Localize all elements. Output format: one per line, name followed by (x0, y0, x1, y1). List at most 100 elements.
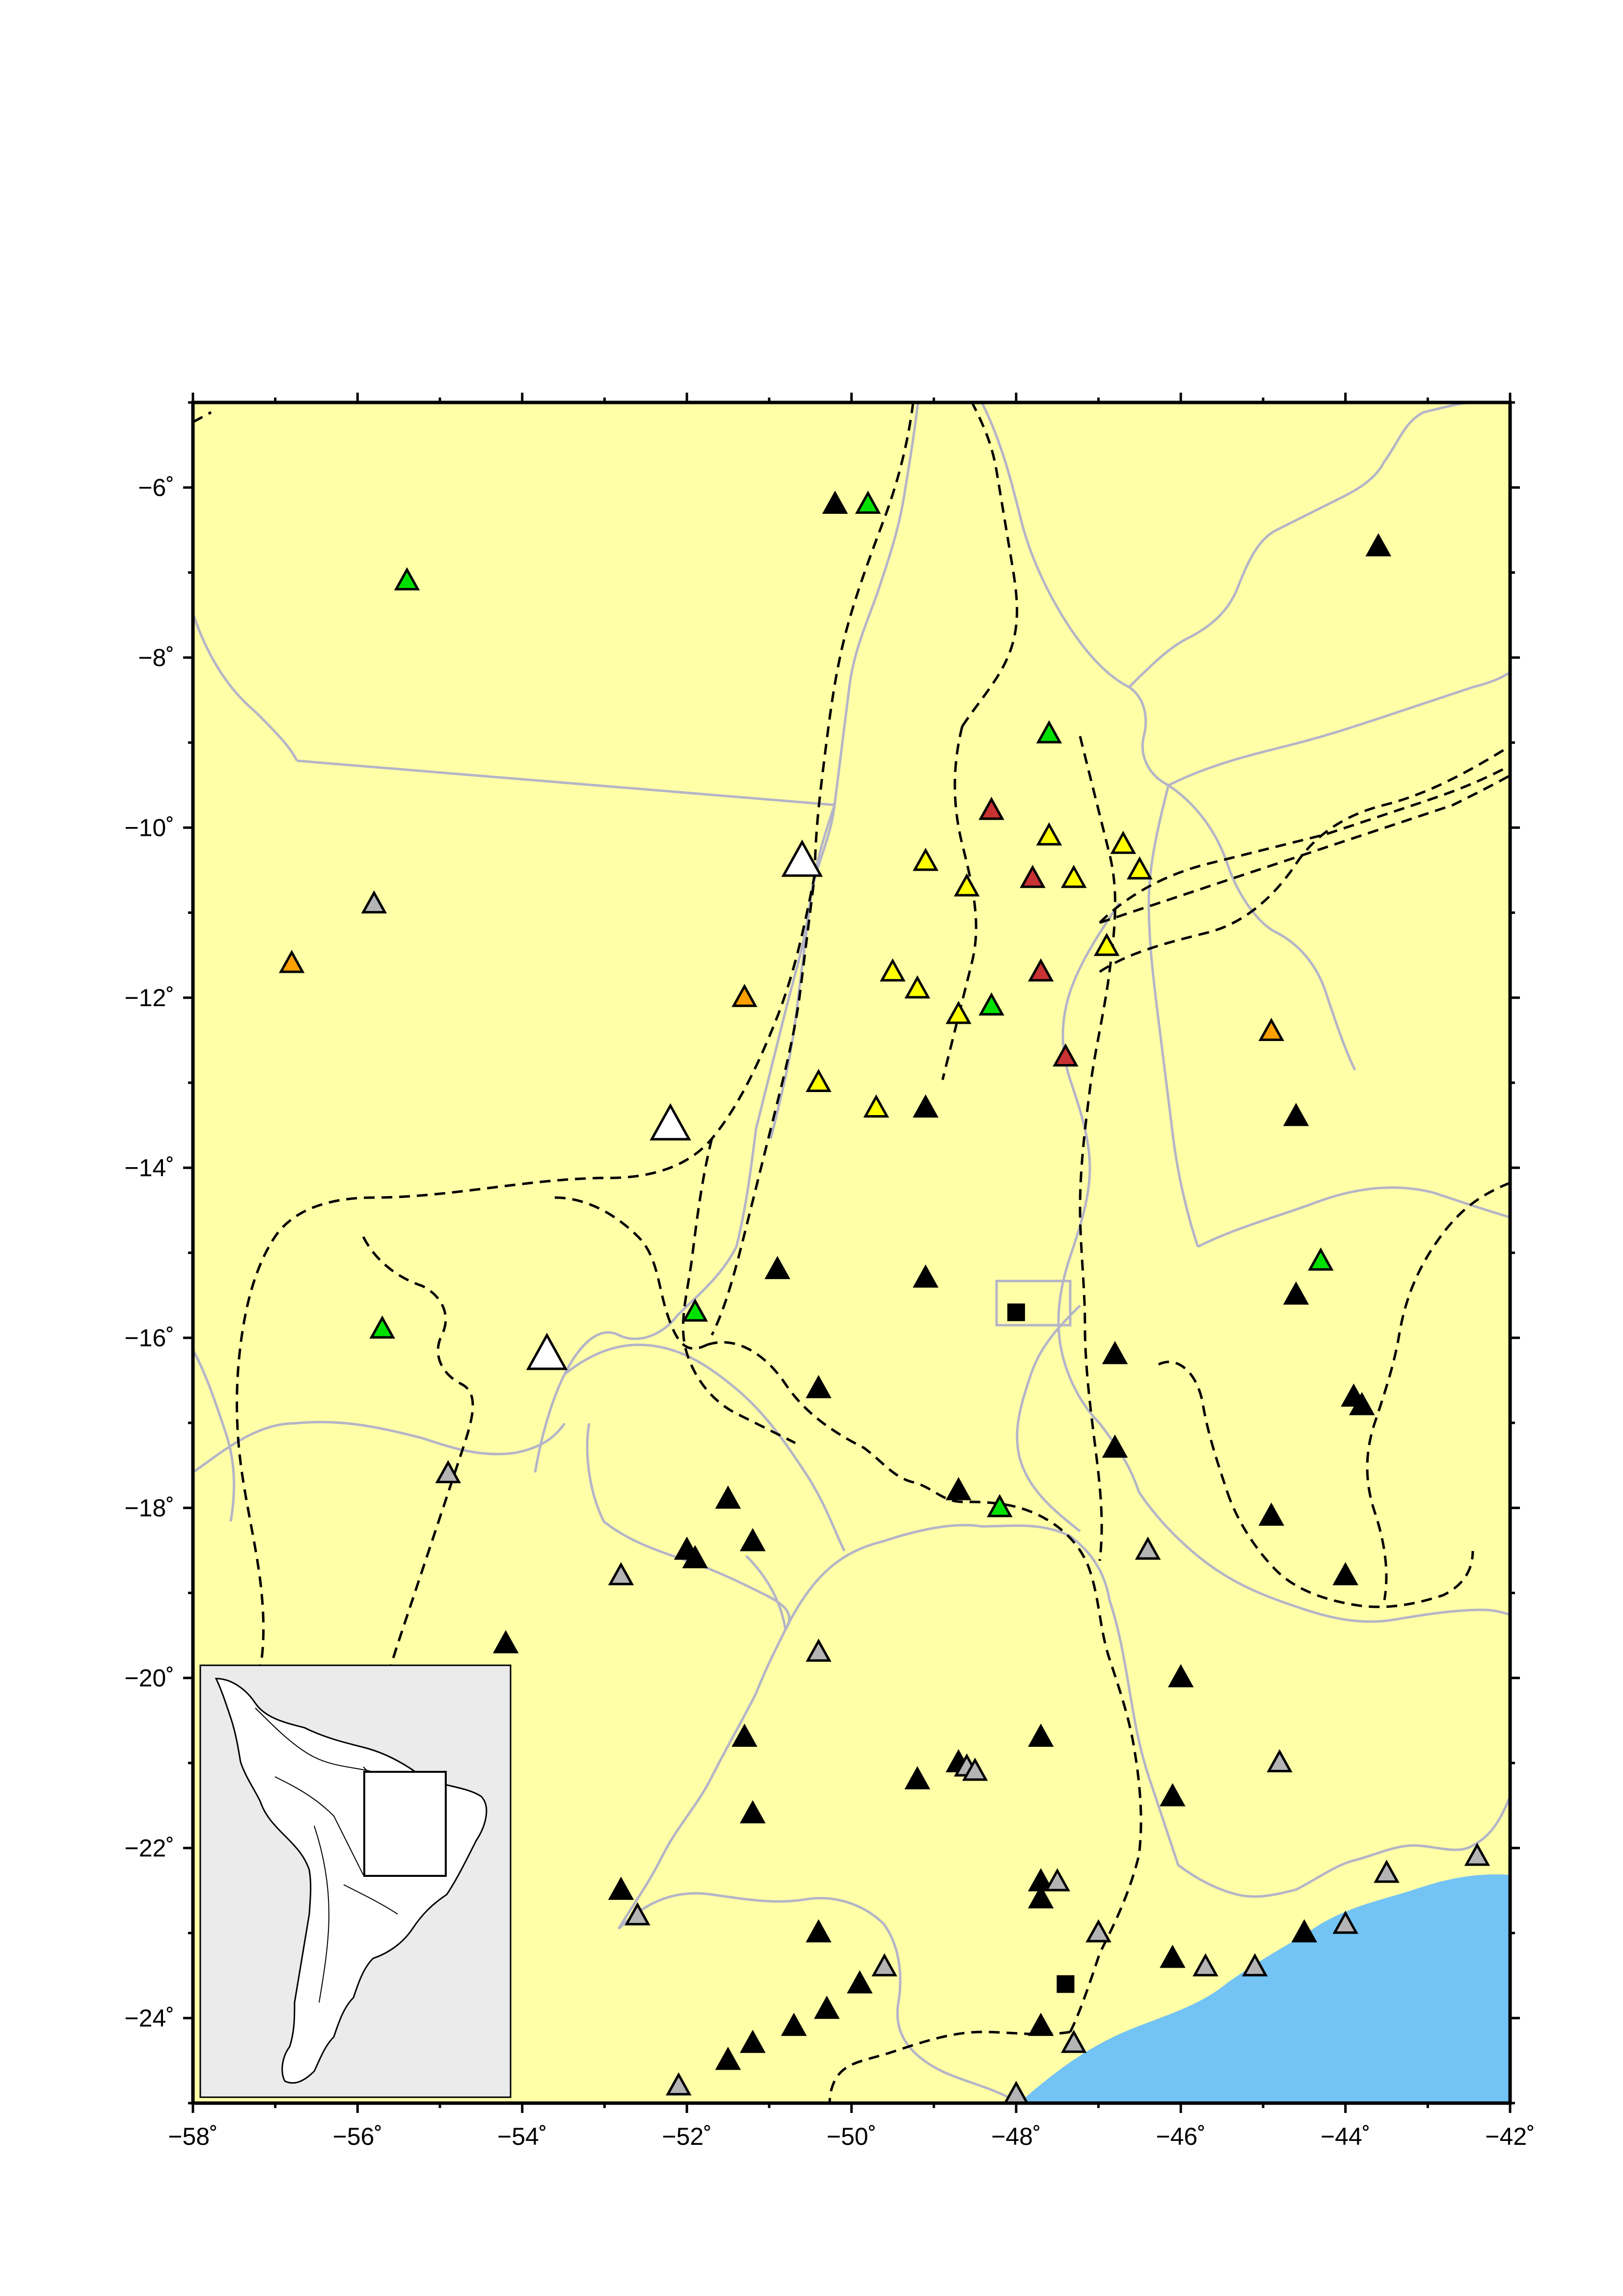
y-tick-label: −22˚ (125, 1834, 174, 1862)
province-line (1079, 736, 1117, 1561)
border-line (745, 1555, 787, 1630)
x-tick-label: −46˚ (1156, 2123, 1206, 2150)
axis-ticks (183, 393, 1520, 2113)
border-line (193, 613, 298, 762)
station-triangle-black (1160, 1945, 1186, 1968)
station-triangle-black (1160, 1783, 1186, 1807)
border-line (564, 1343, 846, 1552)
border-line (297, 759, 835, 806)
station-triangle-orange (1258, 1017, 1284, 1041)
station-triangle-gray (1332, 1910, 1358, 1934)
station-triangle-gray (1242, 1953, 1268, 1976)
station-triangle-black (806, 1919, 832, 1943)
province-line (554, 1196, 708, 1350)
station-triangle-gray (1044, 1868, 1070, 1892)
province-line (681, 1138, 796, 1444)
station-triangle-red (1020, 864, 1046, 888)
station-triangle-yellow (863, 1094, 890, 1118)
inset-map (199, 1664, 512, 2098)
station-triangle-gray (1061, 2029, 1087, 2053)
station-triangle-black (1283, 1103, 1309, 1126)
station-triangle-gray (608, 1562, 634, 1585)
station-triangle-green (987, 1494, 1013, 1518)
station-triangle-gray (806, 1638, 832, 1662)
study-area-box (363, 1771, 447, 1877)
y-tick-label: −20˚ (125, 1664, 174, 1692)
station-triangle-yellow (1061, 864, 1087, 888)
station-triangle-black (946, 1477, 972, 1500)
station-triangle-black (740, 2029, 766, 2053)
inset-border (314, 1825, 330, 2003)
station-triangle-gray (1085, 1919, 1111, 1943)
station-triangle-black (740, 1528, 766, 1551)
inset-border (343, 1884, 398, 1915)
station-triangle-black (1349, 1392, 1375, 1415)
station-triangle-green (369, 1315, 395, 1339)
station-triangle-black (1028, 2012, 1054, 2036)
station-triangle-black (1365, 533, 1391, 557)
station-triangle-green (1036, 720, 1062, 744)
station-triangle-black (731, 1723, 757, 1747)
station-triangle-gray (1192, 1953, 1218, 1976)
border-line (1137, 1491, 1510, 1623)
station-triangle-white (781, 839, 823, 877)
province-line (1099, 774, 1510, 924)
station-square (1007, 1303, 1025, 1321)
province-line (193, 411, 212, 424)
border-line (1167, 671, 1510, 787)
station-square (1056, 1975, 1075, 1993)
station-triangle-black (715, 1485, 741, 1509)
station-triangle-black (1332, 1562, 1358, 1585)
station-triangle-black (1102, 1434, 1128, 1458)
province-line (1099, 764, 1510, 924)
station-triangle-black (913, 1264, 939, 1288)
border-line (193, 1349, 236, 1522)
y-tick-label: −8˚ (138, 644, 174, 671)
station-triangle-green (682, 1298, 708, 1322)
station-triangle-black (1283, 1281, 1309, 1305)
station-triangle-white (526, 1333, 568, 1370)
province-line (1158, 1361, 1229, 1493)
province-line (941, 726, 977, 1080)
station-triangle-green (855, 490, 881, 514)
station-triangle-black (764, 1255, 790, 1280)
station-triangle-yellow (1110, 830, 1136, 854)
station-triangle-black (813, 1996, 840, 2019)
station-triangle-black (1168, 1664, 1194, 1687)
border-line (769, 804, 836, 1139)
station-triangle-black (1291, 1919, 1318, 1943)
station-triangle-black (806, 1375, 832, 1398)
station-triangle-gray (1135, 1536, 1161, 1560)
x-tick-label: −56˚ (333, 2123, 382, 2150)
state-borders (193, 402, 1510, 2103)
station-triangle-yellow (1094, 933, 1120, 956)
border-line (618, 1892, 1020, 2103)
station-triangle-orange (731, 984, 757, 1007)
station-triangle-black (740, 1800, 766, 1823)
inset-border (255, 1708, 374, 1772)
province-line (961, 402, 1019, 727)
border-line (1128, 402, 1473, 688)
province-line (706, 1341, 1142, 2033)
station-triangle-gray (666, 2072, 692, 2096)
station-triangle-black (682, 1545, 708, 1569)
station-triangle-black (781, 2012, 807, 2036)
inset-country-borders (255, 1708, 398, 2003)
x-tick-label: −42˚ (1485, 2123, 1535, 2150)
station-triangle-red (1053, 1043, 1079, 1067)
station-triangle-black (1028, 1885, 1054, 1909)
station-triangle-green (1308, 1247, 1334, 1271)
stations-layer (278, 490, 1490, 2104)
y-tick-label: −10˚ (125, 814, 174, 841)
station-triangle-yellow (954, 873, 980, 897)
station-triangle-white (649, 1103, 691, 1141)
y-axis-labels: −6˚ −8˚ −10˚ −12˚ −14˚ −16˚ −18˚ −20˚ −22˚ −24˚ (125, 474, 174, 2032)
station-triangle-yellow (1036, 822, 1062, 846)
station-triangle-yellow (1127, 856, 1153, 880)
x-tick-label: −52˚ (662, 2123, 711, 2150)
province-line (828, 2030, 1071, 2103)
station-triangle-gray (435, 1460, 461, 1483)
y-tick-label: −6˚ (138, 474, 174, 501)
border-line (833, 402, 920, 805)
